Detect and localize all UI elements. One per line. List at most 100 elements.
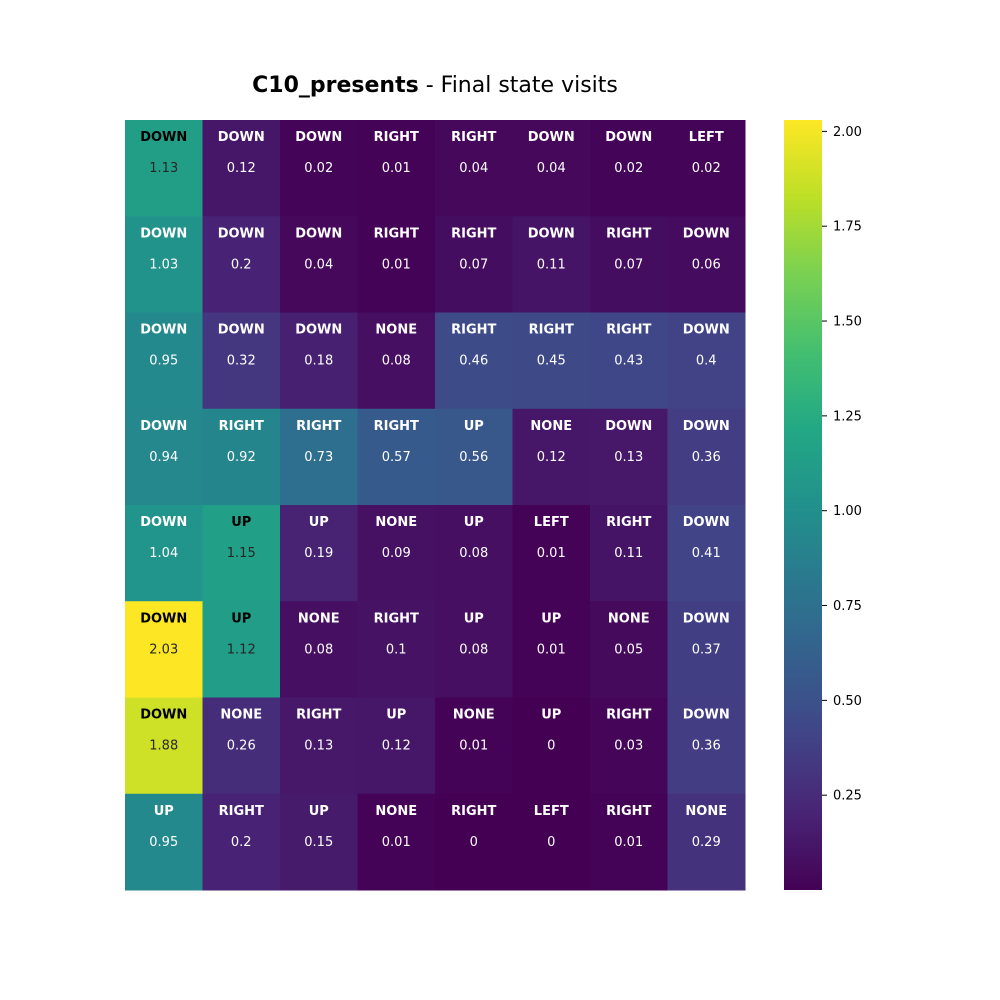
cell-action-label: UP <box>541 708 561 723</box>
colorbar-tick-label: 0.25 <box>833 789 862 804</box>
cell-value-label: 0.19 <box>304 546 333 561</box>
cell-value-label: 0.45 <box>537 354 566 369</box>
cell-action-label: RIGHT <box>219 804 264 819</box>
cell-action-label: DOWN <box>140 611 187 626</box>
heatmap-cell: RIGHT 0.01 <box>357 120 436 217</box>
heatmap-cell-rect <box>125 697 203 795</box>
cell-value-label: 0.01 <box>382 257 411 272</box>
heatmap-cell-rect <box>202 312 281 410</box>
cell-value-label: 0.29 <box>692 835 721 850</box>
cell-value-label: 0.03 <box>614 739 643 754</box>
heatmap-cell: DOWN 0.02 <box>590 120 668 217</box>
colorbar-tick-label: 1.25 <box>833 409 862 424</box>
heatmap-cell-rect <box>435 312 513 410</box>
heatmap-cell-rect <box>512 120 591 217</box>
cell-value-label: 1.03 <box>149 257 178 272</box>
heatmap-cell: RIGHT 0.04 <box>435 120 513 217</box>
cell-value-label: 1.15 <box>227 546 256 561</box>
heatmap-cell-rect <box>435 793 513 891</box>
cell-action-label: RIGHT <box>451 323 496 338</box>
heatmap-cells: DOWN 1.13 DOWN 0.12 DOWN 0.02 RIGHT 0.01 RIGHT 0.… <box>125 120 746 891</box>
heatmap-cell: RIGHT 0.2 <box>202 793 281 891</box>
cell-value-label: 0.13 <box>304 739 333 754</box>
colorbar-gradient <box>784 120 822 890</box>
cell-action-label: NONE <box>608 611 650 626</box>
heatmap-cell: DOWN 0.41 <box>667 505 746 602</box>
colorbar-tick-label: 1.50 <box>833 315 862 330</box>
cell-action-label: DOWN <box>683 323 730 338</box>
heatmap-cell: NONE 0.29 <box>667 793 746 891</box>
colorbar-tick-label: 2.00 <box>833 125 862 140</box>
cell-action-label: DOWN <box>605 130 652 145</box>
heatmap-cell-rect <box>435 601 513 698</box>
cell-value-label: 0.12 <box>537 450 566 465</box>
heatmap-cell-rect <box>512 697 591 795</box>
cell-value-label: 0.94 <box>149 450 178 465</box>
heatmap-cell: NONE 0.08 <box>357 312 436 410</box>
cell-value-label: 0.2 <box>231 835 252 850</box>
heatmap-cell-rect <box>202 793 281 891</box>
heatmap-cell: UP 0.08 <box>435 601 513 698</box>
cell-value-label: 0 <box>547 739 555 754</box>
heatmap-cell-rect <box>667 216 746 313</box>
heatmap-cell: UP 0.95 <box>125 793 203 891</box>
heatmap-cell-rect <box>280 793 358 891</box>
heatmap-cell-rect <box>590 505 668 602</box>
cell-action-label: RIGHT <box>296 419 341 434</box>
cell-value-label: 0.11 <box>614 546 643 561</box>
heatmap-cell: DOWN 0.04 <box>280 216 358 313</box>
heatmap-cell: DOWN 0.94 <box>125 408 203 506</box>
cell-action-label: RIGHT <box>606 226 651 241</box>
cell-action-label: UP <box>231 515 251 530</box>
heatmap-cell: DOWN 1.13 <box>125 120 203 217</box>
cell-value-label: 0 <box>547 835 555 850</box>
cell-value-label: 0.36 <box>692 739 721 754</box>
heatmap-cell-rect <box>125 505 203 602</box>
cell-action-label: UP <box>541 611 561 626</box>
colorbar-ticks: 0.25 0.50 0.75 1.00 1.25 1.50 1.75 2.00 <box>822 125 862 804</box>
cell-value-label: 0.15 <box>304 835 333 850</box>
heatmap-cell: NONE 0.08 <box>280 601 358 698</box>
chart-title-bold: C10_presents <box>252 73 419 98</box>
cell-action-label: RIGHT <box>606 515 651 530</box>
cell-value-label: 0.05 <box>614 642 643 657</box>
heatmap-cell-rect <box>667 312 746 410</box>
heatmap-cell: UP 0.01 <box>512 601 591 698</box>
cell-value-label: 0.41 <box>692 546 721 561</box>
heatmap-cell: LEFT 0.01 <box>512 505 591 602</box>
heatmap-cell-rect <box>667 505 746 602</box>
cell-action-label: DOWN <box>295 130 342 145</box>
cell-action-label: DOWN <box>528 226 575 241</box>
colorbar-tick-label: 0.50 <box>833 694 862 709</box>
heatmap-cell: DOWN 0.18 <box>280 312 358 410</box>
cell-value-label: 0.12 <box>382 739 411 754</box>
heatmap-cell-rect <box>202 216 281 313</box>
heatmap-cell-rect <box>667 793 746 891</box>
cell-action-label: RIGHT <box>451 130 496 145</box>
cell-action-label: DOWN <box>605 419 652 434</box>
cell-value-label: 0.04 <box>537 161 566 176</box>
heatmap-cell-rect <box>590 120 668 217</box>
cell-action-label: RIGHT <box>606 708 651 723</box>
heatmap-cell-rect <box>357 793 436 891</box>
cell-value-label: 0.4 <box>696 354 717 369</box>
cell-action-label: RIGHT <box>606 804 651 819</box>
heatmap-cell: NONE 0.05 <box>590 601 668 698</box>
cell-value-label: 0 <box>470 835 478 850</box>
heatmap-cell: LEFT 0.02 <box>667 120 746 217</box>
cell-value-label: 0.01 <box>459 739 488 754</box>
chart-title: C10_presents - Final state visits <box>252 73 618 98</box>
colorbar-tick-label: 1.00 <box>833 504 862 519</box>
cell-action-label: LEFT <box>534 804 569 819</box>
cell-value-label: 0.12 <box>227 161 256 176</box>
cell-action-label: RIGHT <box>451 804 496 819</box>
heatmap-cell-rect <box>357 601 436 698</box>
heatmap-cell-rect <box>280 408 358 506</box>
cell-value-label: 0.09 <box>382 546 411 561</box>
cell-action-label: LEFT <box>534 515 569 530</box>
cell-value-label: 0.07 <box>614 257 643 272</box>
heatmap-cell-rect <box>357 216 436 313</box>
heatmap-cell-rect <box>202 120 281 217</box>
heatmap-cell: RIGHT 0.11 <box>590 505 668 602</box>
